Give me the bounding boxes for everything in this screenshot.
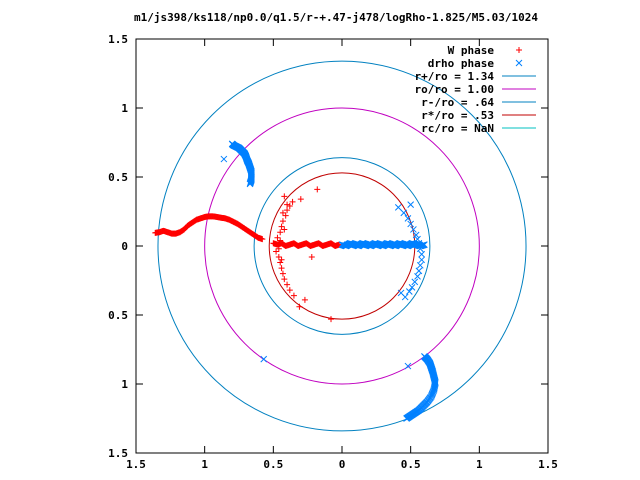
w-phase-point xyxy=(336,241,343,248)
w-phase-point xyxy=(278,223,285,230)
drho-phase-point xyxy=(408,284,416,291)
drho-phase-point xyxy=(404,362,412,370)
legend-marker xyxy=(516,47,522,53)
w-phase-point xyxy=(259,236,266,243)
drho-phase-point xyxy=(246,180,254,188)
drho-phase-point xyxy=(415,267,423,275)
drho-phase-point xyxy=(397,289,405,297)
w-phase-point xyxy=(308,254,315,261)
w-phase-point xyxy=(290,292,297,299)
w-phase-point xyxy=(296,303,303,310)
x-tick-label: 1 xyxy=(201,458,208,471)
w-phase-point xyxy=(275,245,282,252)
w-phase-point xyxy=(278,256,285,263)
legend-label: W phase xyxy=(448,44,495,57)
w-phase-point xyxy=(281,193,288,200)
legend-label: r+/ro = 1.34 xyxy=(415,70,495,83)
radius-circle xyxy=(253,157,431,335)
y-tick-label: 1 xyxy=(121,102,128,115)
w-phase-point xyxy=(289,198,296,205)
x-tick-label: 0.5 xyxy=(263,458,283,471)
w-phase-point xyxy=(286,202,293,209)
drho-phase-point xyxy=(404,215,412,222)
drho-phase-point xyxy=(416,245,424,253)
radius-circle xyxy=(157,60,527,432)
w-phase-point xyxy=(281,226,288,233)
w-phase-point xyxy=(314,186,321,193)
axis-ticks: 1.5 1 0.5 0 0.5 1 1.51.510.500.511.5 xyxy=(108,33,558,471)
legend-marker xyxy=(515,59,523,67)
drho-phase-point xyxy=(418,256,426,264)
drho-phase-point xyxy=(394,204,402,211)
y-tick-label: 1 xyxy=(121,378,128,391)
x-tick-label: 0.5 xyxy=(401,458,421,471)
drho-phase-point xyxy=(414,235,421,243)
w-phase-point xyxy=(277,237,284,244)
x-tick-label: 1 xyxy=(476,458,483,471)
w-phase-point xyxy=(279,218,286,225)
y-tick-label: 0.5 xyxy=(108,309,128,322)
plot-area xyxy=(152,47,527,432)
w-phase-point xyxy=(281,276,288,283)
drho-phase-point xyxy=(412,231,420,239)
w-phase-point xyxy=(284,201,291,208)
w-phase-point xyxy=(328,316,335,323)
drho-phase-point xyxy=(411,278,419,286)
w-phase-point xyxy=(274,234,281,241)
legend-label: r*/ro = .53 xyxy=(421,109,494,122)
w-phase-point xyxy=(297,196,304,203)
drho-phase-point xyxy=(407,201,415,208)
drho-phase-point xyxy=(416,261,424,269)
drho-phase-point xyxy=(415,239,423,247)
drho-phase-point xyxy=(220,155,228,163)
x-tick-label: 1.5 xyxy=(126,458,146,471)
w-phase-point xyxy=(284,207,291,214)
w-phase-point xyxy=(278,265,285,272)
w-phase-point xyxy=(301,296,308,303)
y-tick-label: 0.5 xyxy=(108,171,128,184)
legend-label: ro/ro = 1.00 xyxy=(415,83,494,96)
w-phase-point xyxy=(284,281,291,288)
legend-label: drho phase xyxy=(428,57,495,70)
drho-phase-point xyxy=(407,220,415,228)
radius-circle xyxy=(204,107,480,385)
w-phase-point xyxy=(286,287,293,294)
drho-phase-point xyxy=(405,288,413,295)
w-phase-point xyxy=(279,209,286,216)
drho-phase-point xyxy=(260,355,268,363)
drho-phase-point xyxy=(410,226,417,233)
w-phase-point xyxy=(282,212,289,219)
drho-phase-point xyxy=(403,415,410,422)
drho-phase-point xyxy=(418,250,426,258)
w-phase-point xyxy=(277,229,284,236)
x-tick-label: 1.5 xyxy=(538,458,558,471)
chart-title: m1/js398/ks118/np0.0/q1.5/r-+.47-j478/lo… xyxy=(134,11,538,24)
legend-label: rc/ro = NaN xyxy=(421,122,494,135)
y-tick-label: 1.5 xyxy=(108,447,128,460)
y-tick-label: 1.5 xyxy=(108,33,128,46)
legend-label: r-/ro = .64 xyxy=(421,96,494,109)
y-tick-label: 0 xyxy=(121,240,128,253)
x-tick-label: 0 xyxy=(339,458,346,471)
drho-phase-point xyxy=(414,273,421,280)
w-phase-point xyxy=(275,254,282,261)
w-phase-point xyxy=(277,259,284,266)
w-phase-point xyxy=(279,270,286,277)
w-phase-point xyxy=(273,248,280,255)
drho-phase-point xyxy=(400,209,408,217)
